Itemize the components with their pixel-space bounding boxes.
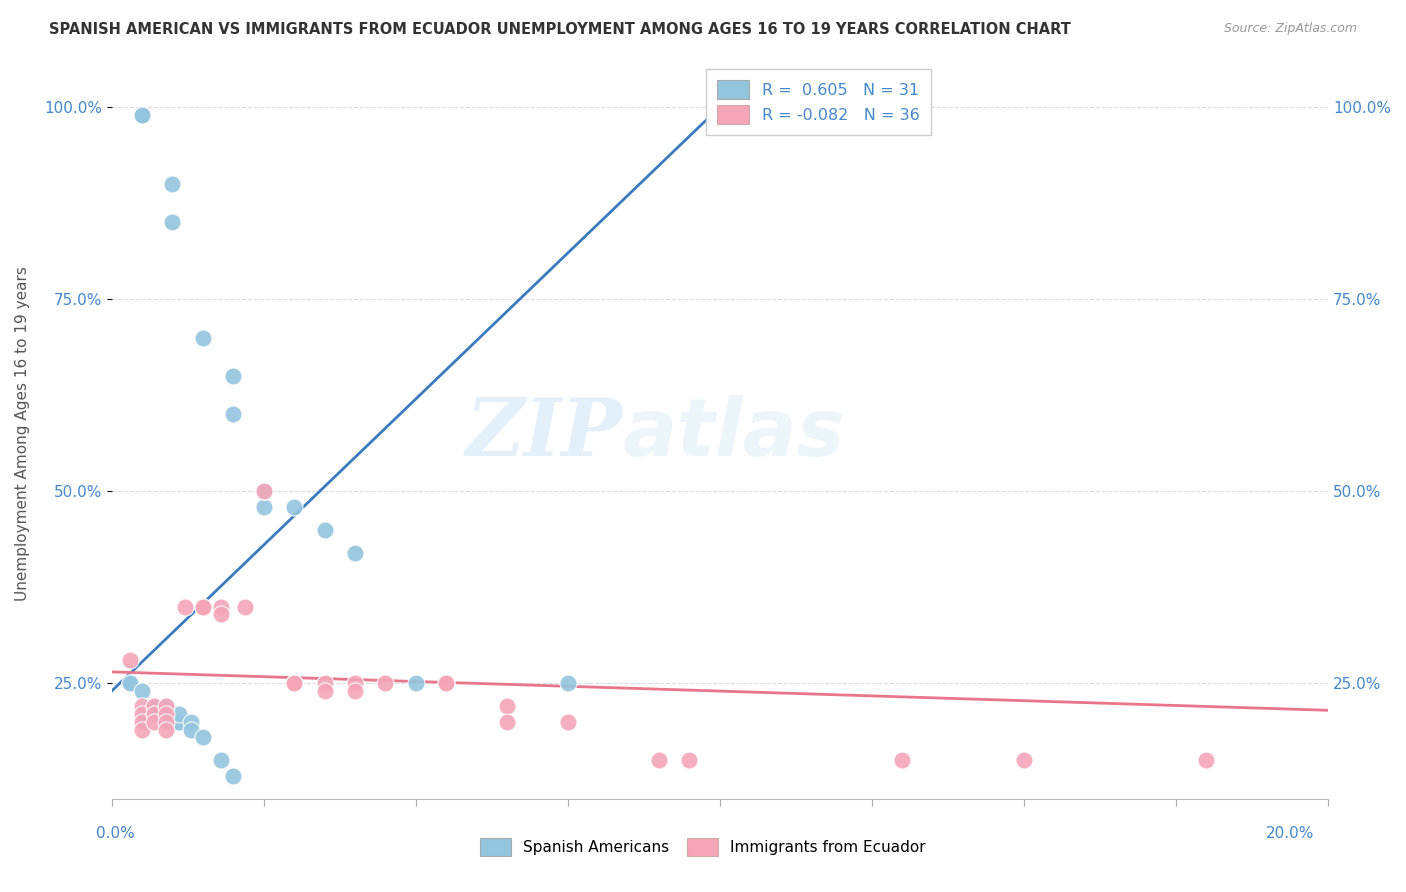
Point: [191, 330, 214, 344]
Point: [496, 714, 519, 729]
Point: [222, 408, 245, 422]
Point: [131, 707, 153, 722]
Point: [253, 484, 276, 499]
Point: [143, 714, 166, 729]
Point: [118, 676, 141, 690]
Point: [222, 368, 245, 383]
Point: [155, 707, 177, 722]
Text: atlas: atlas: [623, 394, 845, 473]
Point: [343, 684, 366, 698]
Point: [405, 676, 427, 690]
Point: [155, 699, 177, 714]
Point: [283, 500, 305, 514]
Point: [253, 484, 276, 499]
Point: [167, 707, 190, 722]
Point: [283, 676, 305, 690]
Point: [253, 500, 276, 514]
Point: [191, 730, 214, 744]
Point: [314, 684, 336, 698]
Text: ZIP: ZIP: [465, 395, 623, 473]
Point: [155, 699, 177, 714]
Legend: Spanish Americans, Immigrants from Ecuador: Spanish Americans, Immigrants from Ecuad…: [474, 832, 932, 862]
Point: [143, 699, 166, 714]
Point: [143, 699, 166, 714]
Point: [557, 676, 579, 690]
Text: 0.0%: 0.0%: [96, 827, 135, 841]
Point: [131, 108, 153, 122]
Point: [131, 699, 153, 714]
Y-axis label: Unemployment Among Ages 16 to 19 years: Unemployment Among Ages 16 to 19 years: [15, 266, 30, 601]
Point: [1195, 753, 1218, 767]
Point: [155, 723, 177, 737]
Point: [118, 676, 141, 690]
Point: [253, 484, 276, 499]
Point: [167, 714, 190, 729]
Point: [314, 676, 336, 690]
Point: [209, 607, 232, 622]
Point: [118, 653, 141, 667]
Point: [167, 714, 190, 729]
Point: [162, 177, 184, 191]
Point: [891, 753, 914, 767]
Point: [173, 599, 195, 614]
Point: [191, 599, 214, 614]
Text: Source: ZipAtlas.com: Source: ZipAtlas.com: [1223, 22, 1357, 36]
Point: [131, 108, 153, 122]
Point: [557, 714, 579, 729]
Point: [209, 753, 232, 767]
Point: [131, 684, 153, 698]
Point: [374, 676, 396, 690]
Legend: R =  0.605   N = 31, R = -0.082   N = 36: R = 0.605 N = 31, R = -0.082 N = 36: [706, 70, 931, 135]
Point: [180, 714, 202, 729]
Point: [191, 599, 214, 614]
Point: [155, 707, 177, 722]
Point: [678, 753, 700, 767]
Point: [209, 599, 232, 614]
Point: [180, 723, 202, 737]
Point: [143, 707, 166, 722]
Point: [434, 676, 457, 690]
Point: [143, 707, 166, 722]
Point: [222, 769, 245, 783]
Point: [1012, 753, 1035, 767]
Point: [434, 676, 457, 690]
Point: [314, 523, 336, 537]
Point: [131, 714, 153, 729]
Point: [496, 699, 519, 714]
Text: 20.0%: 20.0%: [1267, 827, 1315, 841]
Point: [648, 753, 671, 767]
Text: SPANISH AMERICAN VS IMMIGRANTS FROM ECUADOR UNEMPLOYMENT AMONG AGES 16 TO 19 YEA: SPANISH AMERICAN VS IMMIGRANTS FROM ECUA…: [49, 22, 1071, 37]
Point: [343, 546, 366, 560]
Point: [283, 676, 305, 690]
Point: [235, 599, 257, 614]
Point: [343, 676, 366, 690]
Point: [155, 714, 177, 729]
Point: [162, 215, 184, 229]
Point: [131, 723, 153, 737]
